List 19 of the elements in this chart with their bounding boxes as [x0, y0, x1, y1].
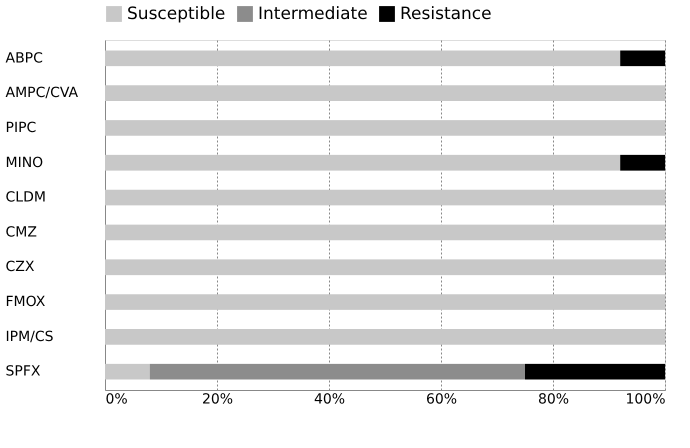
y-tick-label: PIPC [6, 120, 37, 136]
legend-label: Intermediate [258, 4, 368, 24]
x-tick-label: 0% [106, 392, 128, 408]
y-tick-label: IPM/CS [6, 328, 54, 345]
legend-label: Susceptible [127, 4, 226, 24]
x-tick-label: 60% [426, 392, 458, 408]
y-tick-label: CMZ [6, 224, 37, 240]
x-tick-label: 80% [538, 392, 570, 408]
legend-label: Resistance [400, 4, 492, 24]
y-tick-label: MINO [6, 154, 44, 171]
y-tick-label: CZX [6, 259, 35, 276]
x-tick-label: 20% [202, 392, 234, 408]
y-tick-label: AMPC/CVA [6, 85, 79, 102]
x-tick-label: 100% [625, 392, 666, 408]
y-tick-label: SPFX [6, 364, 41, 380]
y-tick-label: ABPC [6, 50, 44, 66]
y-tick-label: FMOX [6, 294, 46, 310]
x-tick-label: 40% [314, 392, 346, 408]
y-tick-label: CLDM [6, 190, 46, 206]
